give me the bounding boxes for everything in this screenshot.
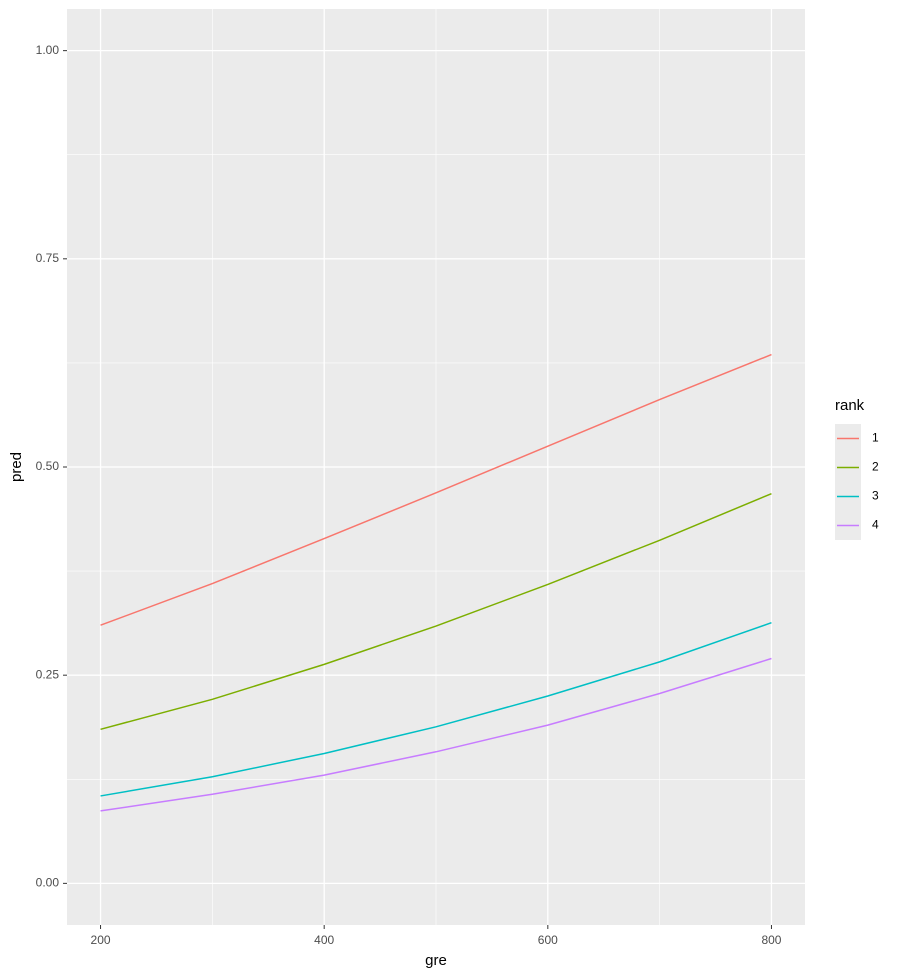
line bbox=[100, 657, 772, 812]
line bbox=[100, 353, 772, 626]
x-tick-label: 600 bbox=[538, 933, 558, 947]
x-axis-title: gre bbox=[425, 952, 447, 969]
legend-label: 4 bbox=[872, 518, 879, 532]
legend-label: 3 bbox=[872, 489, 879, 503]
line bbox=[100, 492, 772, 731]
x-tick-label: 800 bbox=[761, 933, 781, 947]
x-tick-label: 200 bbox=[91, 933, 111, 947]
line bbox=[100, 622, 772, 797]
y-tick-label: 0.75 bbox=[36, 251, 60, 265]
y-tick-label: 0.50 bbox=[36, 459, 60, 473]
y-tick-label: 0.00 bbox=[36, 876, 60, 890]
y-axis-title: pred bbox=[8, 452, 25, 482]
x-tick-label: 400 bbox=[314, 933, 334, 947]
y-tick-label: 0.25 bbox=[36, 667, 60, 681]
y-tick-label: 1.00 bbox=[36, 43, 60, 57]
legend-label: 2 bbox=[872, 460, 879, 474]
legend-label: 1 bbox=[872, 431, 879, 445]
legend-title: rank bbox=[835, 397, 865, 414]
